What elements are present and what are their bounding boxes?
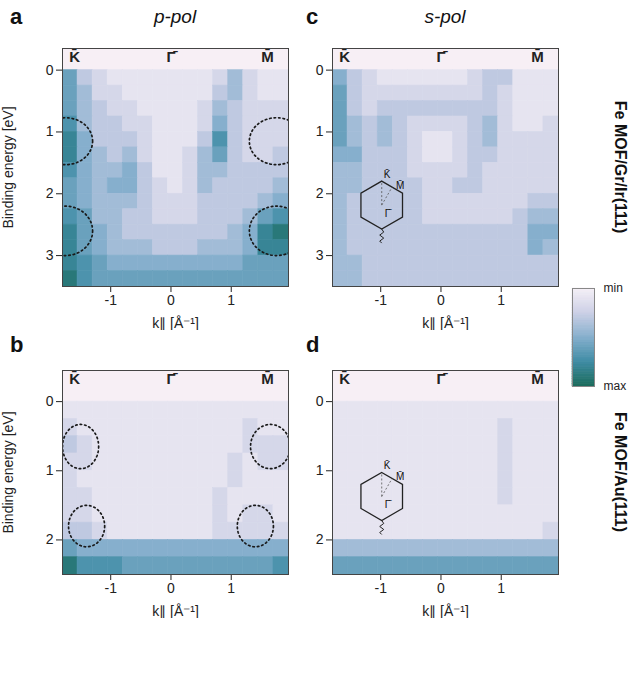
- svg-text:K̄: K̄: [384, 169, 391, 181]
- svg-text:0: 0: [167, 580, 175, 596]
- svg-text:-1: -1: [104, 292, 117, 308]
- svg-text:3: 3: [316, 247, 324, 263]
- html-text:c: c: [306, 4, 319, 29]
- svg-text:2: 2: [46, 185, 54, 201]
- svg-text:Γ̄: Γ̄: [166, 370, 178, 387]
- svg-text:-1: -1: [374, 580, 387, 596]
- svg-text:-1: -1: [374, 292, 387, 308]
- html-text:p-pol: p-pol: [153, 6, 197, 27]
- svg-text:M̄: M̄: [261, 48, 274, 65]
- svg-text:2: 2: [316, 185, 324, 201]
- svg-text:-1: -1: [104, 580, 117, 596]
- html-text:Fe MOF/Au(111): Fe MOF/Au(111): [612, 412, 629, 532]
- svg-text:0: 0: [46, 393, 54, 409]
- svg-text:k∥ [Å⁻¹]: k∥ [Å⁻¹]: [152, 603, 199, 619]
- svg-text:1: 1: [46, 462, 54, 478]
- svg-text:2: 2: [316, 531, 324, 547]
- svg-text:2: 2: [46, 531, 54, 547]
- html-text:d: d: [306, 332, 320, 357]
- svg-text:M̄: M̄: [531, 370, 544, 387]
- svg-text:K̄: K̄: [339, 48, 350, 65]
- svg-text:1: 1: [46, 123, 54, 139]
- svg-text:K̄: K̄: [384, 460, 391, 472]
- svg-text:Binding energy [eV]: Binding energy [eV]: [0, 411, 16, 533]
- svg-text:0: 0: [437, 580, 445, 596]
- svg-text:0: 0: [46, 62, 54, 78]
- svg-text:M̄: M̄: [396, 471, 404, 483]
- svg-text:1: 1: [316, 123, 324, 139]
- svg-text:Γ̄: Γ̄: [436, 370, 448, 387]
- svg-text:3: 3: [46, 247, 54, 263]
- svg-text:min: min: [604, 281, 623, 295]
- svg-text:k∥ [Å⁻¹]: k∥ [Å⁻¹]: [422, 315, 469, 331]
- svg-text:0: 0: [316, 393, 324, 409]
- svg-text:k∥ [Å⁻¹]: k∥ [Å⁻¹]: [422, 603, 469, 619]
- svg-text:Γ̄: Γ̄: [385, 499, 393, 510]
- svg-text:M̄: M̄: [261, 370, 274, 387]
- svg-text:Γ̄: Γ̄: [385, 208, 393, 219]
- svg-text:1: 1: [497, 580, 505, 596]
- svg-text:0: 0: [437, 292, 445, 308]
- svg-text:1: 1: [316, 462, 324, 478]
- svg-text:M̄: M̄: [396, 180, 404, 192]
- svg-text:Binding energy [eV]: Binding energy [eV]: [0, 106, 16, 228]
- svg-text:0: 0: [316, 62, 324, 78]
- html-text:s-pol: s-pol: [424, 6, 466, 27]
- svg-text:K̄: K̄: [339, 370, 350, 387]
- svg-text:K̄: K̄: [69, 370, 80, 387]
- svg-text:Γ̄: Γ̄: [166, 48, 178, 65]
- svg-text:0: 0: [167, 292, 175, 308]
- svg-text:K̄: K̄: [69, 48, 80, 65]
- html-text:Fe MOF/Gr/Ir(111): Fe MOF/Gr/Ir(111): [612, 100, 629, 234]
- svg-text:1: 1: [497, 292, 505, 308]
- svg-text:max: max: [604, 379, 627, 393]
- html-text:a: a: [10, 4, 23, 29]
- svg-text:M̄: M̄: [531, 48, 544, 65]
- html-text:b: b: [10, 332, 24, 357]
- svg-text:1: 1: [227, 580, 235, 596]
- svg-text:k∥ [Å⁻¹]: k∥ [Å⁻¹]: [152, 315, 199, 331]
- svg-text:1: 1: [227, 292, 235, 308]
- svg-text:Γ̄: Γ̄: [436, 48, 448, 65]
